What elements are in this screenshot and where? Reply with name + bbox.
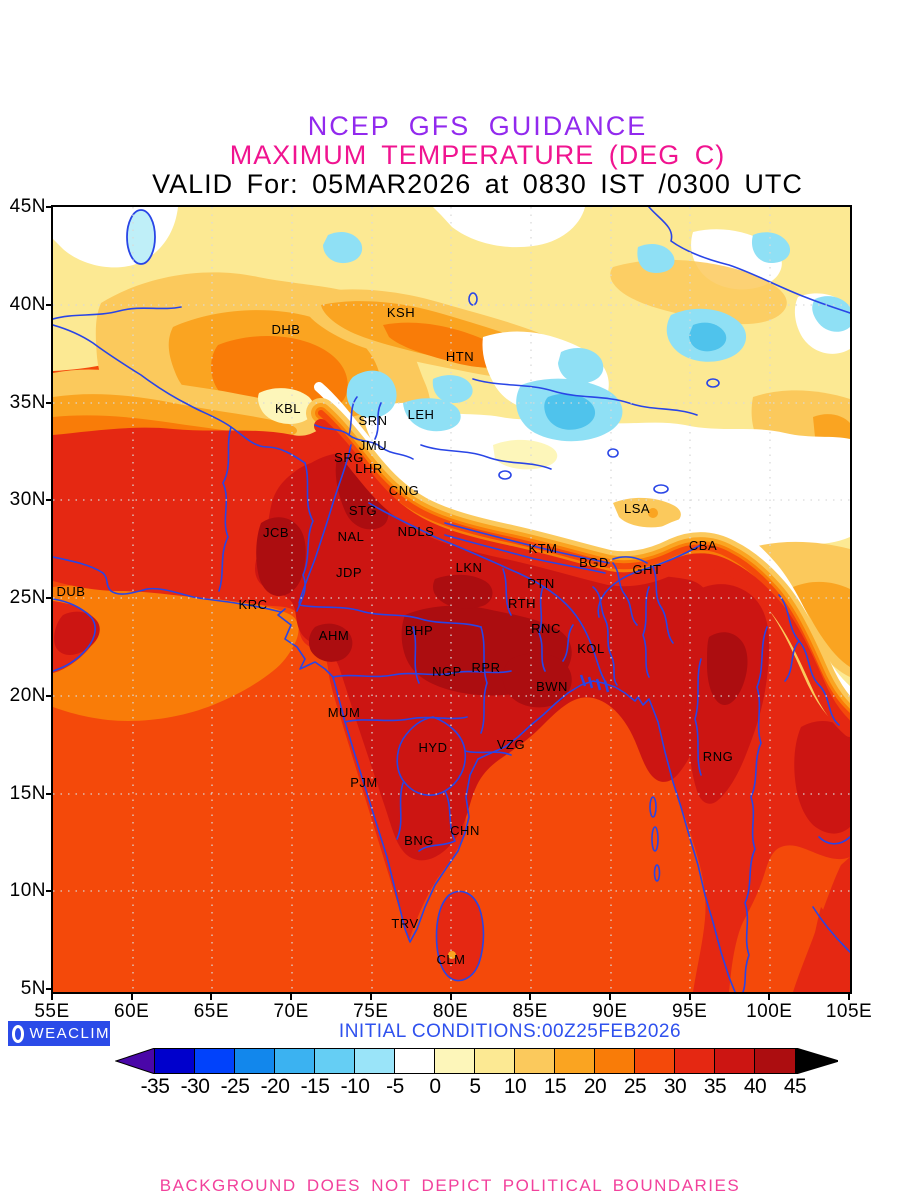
lon-tick — [688, 992, 691, 1000]
map-frame: DHB KSH HTN KBL SRN LEH JMU SRG LHR CNG STG NDLS JCB… — [51, 205, 852, 994]
lon-tick — [130, 992, 133, 1000]
lat-tick — [46, 988, 54, 990]
colorbar-tick-label: -35 — [140, 1075, 170, 1098]
background-disclaimer: BACKGROUND DOES NOT DEPICT POLITICAL BOU… — [159, 1176, 741, 1195]
model-title: NCEP GFS GUIDANCE — [307, 111, 648, 141]
colorbar-segment — [274, 1049, 315, 1073]
right-arrow-shape — [795, 1048, 838, 1074]
colorbar-tick-label: 25 — [623, 1075, 647, 1098]
lat-tick-label: 15N — [9, 782, 46, 804]
lat-tick-label: 30N — [9, 489, 46, 511]
lat-axis: 45N 40N 35N 30N 25N 20N 15N 10N 5N — [6, 0, 54, 1200]
colorbar-segment — [714, 1049, 755, 1073]
temperature-colorbar: -35 -30 -25 -20 -15 -10 -5 0 5 10 15 20 25 30 35 40 45 — [115, 1048, 838, 1108]
lon-tick-label: 55E — [34, 1001, 70, 1022]
valid-time-title: VALID For: 05MAR2026 at 0830 IST /0300 U… — [152, 169, 803, 200]
lat-tick — [46, 303, 54, 306]
colorbar-tick-label: 45 — [783, 1075, 807, 1098]
lon-tick-label: 100E — [746, 1001, 793, 1022]
lon-tick — [449, 992, 452, 1000]
lat-tick — [46, 694, 54, 697]
colorbar-tick-label: -5 — [386, 1075, 404, 1098]
temperature-map — [53, 207, 850, 992]
colorbar-segment — [194, 1049, 235, 1073]
lat-tick-label: 35N — [9, 391, 46, 413]
lon-tick — [529, 992, 532, 1000]
title-block: NCEP GFS GUIDANCE MAXIMUM TEMPERATURE (D… — [55, 111, 900, 200]
lat-tick-label: 25N — [9, 587, 46, 608]
colorbar-segment — [434, 1049, 475, 1073]
lat-tick — [46, 499, 54, 502]
colorbar-segment — [314, 1049, 355, 1073]
colorbar-segment — [154, 1049, 195, 1073]
lat-tick-label: 40N — [9, 293, 46, 315]
lon-tick — [768, 992, 771, 1000]
colorbar-tick-label: 40 — [743, 1075, 767, 1098]
weaclim-ring-icon — [12, 1024, 25, 1043]
lon-tick-label: 85E — [512, 1001, 548, 1022]
colorbar-segment — [554, 1049, 595, 1073]
initial-conditions-text: INITIAL CONDITIONS:00Z25FEB2026 — [338, 1021, 682, 1042]
lat-tick — [46, 206, 54, 208]
colorbar-cells — [153, 1048, 796, 1074]
colorbar-segment — [474, 1049, 515, 1073]
left-arrow-shape — [115, 1048, 154, 1074]
lon-tick — [290, 992, 293, 1000]
lon-tick — [848, 992, 850, 1000]
colorbar-tick-label: 10 — [503, 1075, 527, 1098]
lat-tick-label: 20N — [9, 684, 46, 706]
lat-tick — [46, 401, 54, 404]
colorbar-segment — [634, 1049, 675, 1073]
colorbar-tick-label: -15 — [300, 1075, 330, 1098]
lon-tick-label: 95E — [671, 1001, 708, 1022]
colorbar-tick-label: 0 — [429, 1075, 441, 1098]
lon-tick — [608, 992, 611, 1000]
colorbar-segment — [594, 1049, 635, 1073]
colorbar-tick-label: -10 — [340, 1075, 370, 1098]
lon-tick — [210, 992, 213, 1000]
parameter-title: MAXIMUM TEMPERATURE (DEG C) — [229, 140, 726, 171]
weaclim-logo-text: WEACLIM — [29, 1025, 110, 1042]
lat-tick-label: 5N — [20, 978, 46, 999]
colorbar-segment — [754, 1049, 795, 1073]
lon-tick-label: 80E — [432, 1001, 469, 1022]
lon-axis: 55E 60E 65E 70E 75E 80E 85E 90E 95E 100E 105E — [0, 992, 900, 1032]
lat-tick-label: 10N — [9, 880, 46, 902]
colorbar-segment — [674, 1049, 715, 1073]
colorbar-tick-label: 15 — [543, 1075, 567, 1098]
lat-tick — [46, 792, 54, 795]
weaclim-logo[interactable]: WEACLIM — [8, 1021, 110, 1046]
lat-tick — [46, 890, 54, 893]
colorbar-segment — [234, 1049, 275, 1073]
lon-tick-label: 75E — [353, 1001, 389, 1022]
colorbar-segment — [394, 1049, 435, 1073]
lat-tick-label: 45N — [9, 196, 46, 217]
colorbar-segment — [514, 1049, 555, 1073]
colorbar-row — [115, 1048, 838, 1074]
colorbar-tick-label: 5 — [469, 1075, 481, 1098]
colorbar-tick-label: 35 — [703, 1075, 727, 1098]
lat-tick — [46, 597, 54, 599]
lon-tick — [369, 992, 372, 1000]
colorbar-tick-label: -25 — [220, 1075, 250, 1098]
colorbar-right-arrow-icon — [795, 1048, 838, 1074]
colorbar-tick-label: 20 — [583, 1075, 607, 1098]
colorbar-segment — [354, 1049, 395, 1073]
lon-tick-label: 60E — [114, 1001, 150, 1022]
colorbar-tick-label: 30 — [663, 1075, 687, 1098]
colorbar-tick-label: -30 — [180, 1075, 210, 1098]
lon-tick-label: 105E — [825, 1001, 873, 1022]
lon-tick-label: 65E — [193, 1001, 230, 1022]
lon-tick-label: 70E — [273, 1001, 309, 1022]
lon-tick-label: 90E — [592, 1001, 628, 1022]
lon-tick — [51, 992, 53, 1000]
colorbar-left-arrow-icon — [115, 1048, 154, 1074]
colorbar-tick-label: -20 — [260, 1075, 290, 1098]
